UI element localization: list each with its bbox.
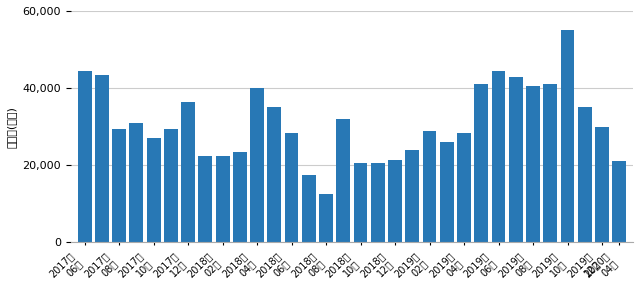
Bar [595,127,609,243]
Bar [612,161,626,243]
Bar [457,133,471,243]
Bar [285,133,298,243]
Bar [250,88,264,243]
Y-axis label: 거래량(건수): 거래량(건수) [7,106,17,148]
Bar [216,156,230,243]
Bar [319,194,333,243]
Bar [492,71,506,243]
Bar [164,129,178,243]
Bar [77,71,92,243]
Bar [578,107,591,243]
Bar [354,163,367,243]
Bar [198,156,212,243]
Bar [371,163,385,243]
Bar [337,119,350,243]
Bar [526,86,540,243]
Bar [268,107,281,243]
Bar [129,123,143,243]
Bar [233,152,247,243]
Bar [147,138,161,243]
Bar [543,84,557,243]
Bar [422,131,436,243]
Bar [561,30,575,243]
Bar [388,160,402,243]
Bar [302,175,316,243]
Bar [440,142,454,243]
Bar [95,75,109,243]
Bar [112,129,126,243]
Bar [474,84,488,243]
Bar [405,150,419,243]
Bar [509,76,523,243]
Bar [181,102,195,243]
